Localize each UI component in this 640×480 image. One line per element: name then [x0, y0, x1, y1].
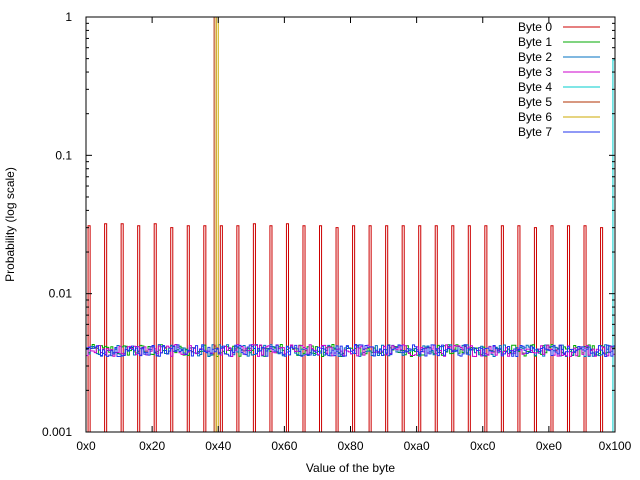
legend-label: Byte 1: [518, 35, 552, 49]
legend-label: Byte 7: [518, 125, 552, 139]
y-tick-label: 0.01: [49, 287, 73, 301]
x-tick-label: 0x40: [205, 439, 231, 453]
x-tick-label: 0x80: [337, 439, 363, 453]
legend-label: Byte 3: [518, 65, 552, 79]
legend-label: Byte 6: [518, 110, 552, 124]
series-layer: [86, 17, 615, 432]
legend-label: Byte 2: [518, 50, 552, 64]
legend-label: Byte 0: [518, 20, 552, 34]
x-tick-label: 0x100: [599, 439, 632, 453]
x-axis-title: Value of the byte: [306, 461, 396, 475]
y-axis-title: Probability (log scale): [3, 167, 17, 282]
legend-label: Byte 5: [518, 95, 552, 109]
series-line-byte-3: [86, 344, 615, 358]
series-line-byte-7: [86, 344, 615, 358]
ticks-layer: 0x0 0x20 0x40 0x60 0x80 0xa0 0xc0 0xe0 0x100 0.00…: [42, 10, 632, 453]
legend-label: Byte 4: [518, 80, 552, 94]
y-tick-label: 1: [65, 10, 72, 24]
x-tick-label: 0xa0: [404, 439, 430, 453]
x-tick-label: 0xe0: [536, 439, 562, 453]
y-tick-label: 0.001: [42, 425, 72, 439]
x-tick-label: 0x60: [271, 439, 297, 453]
series-line-byte-0: [87, 223, 604, 432]
x-tick-label: 0xc0: [470, 439, 496, 453]
y-tick-label: 0.1: [55, 148, 72, 162]
x-tick-label: 0x20: [139, 439, 165, 453]
x-tick-label: 0x0: [76, 439, 96, 453]
